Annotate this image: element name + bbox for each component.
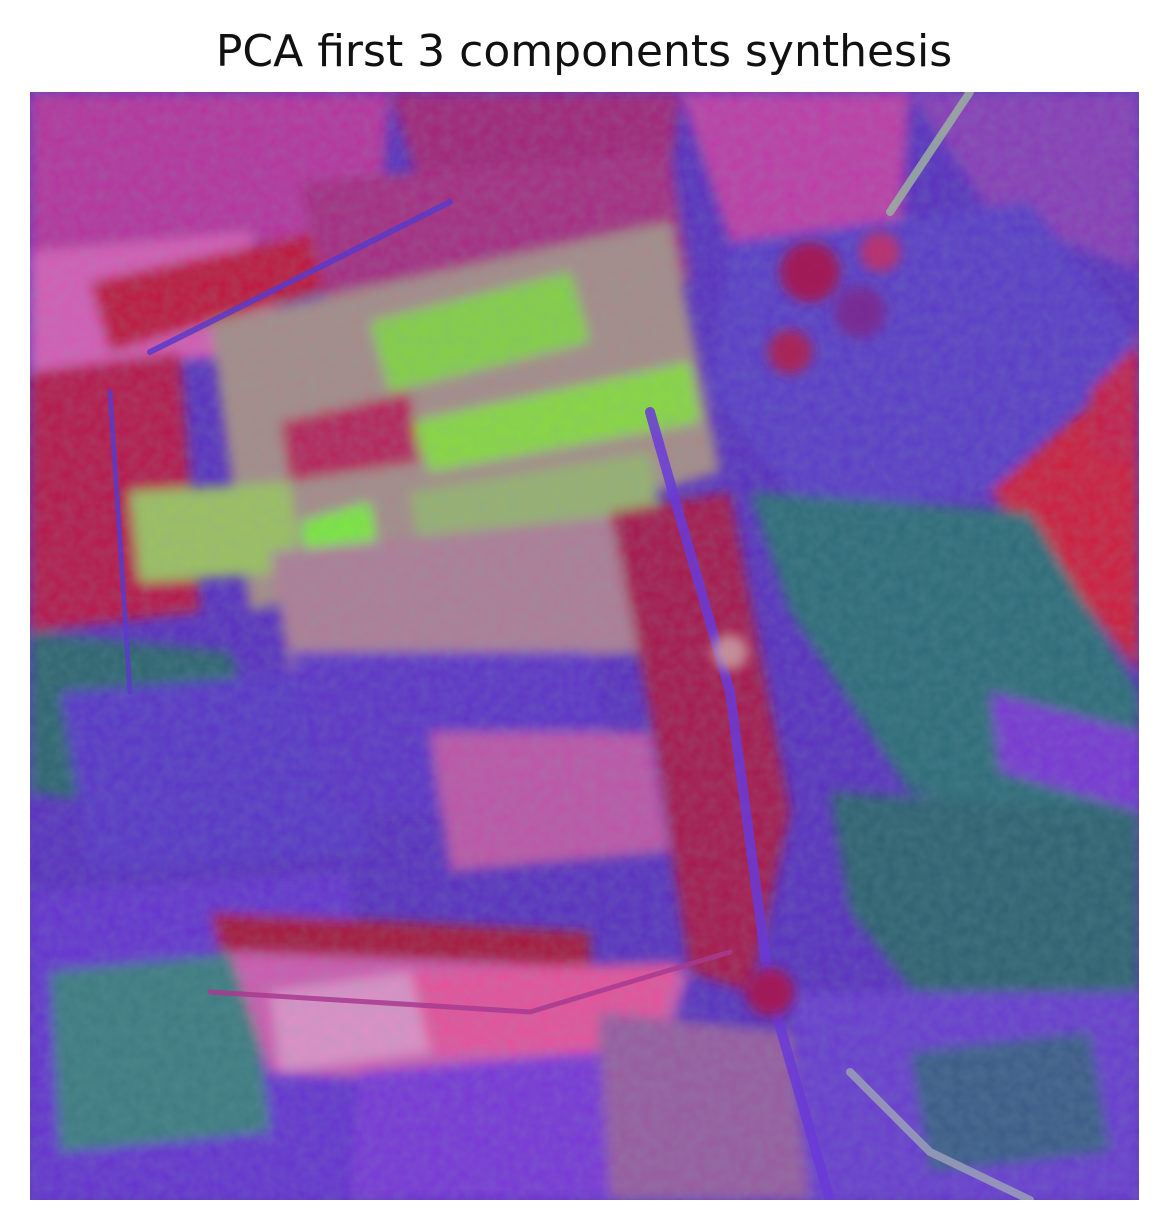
road-diagonal-1 (645, 407, 835, 1200)
road-diagonal-2 (846, 1068, 1034, 1200)
road-left-vertical (107, 389, 133, 695)
road-right-curve (886, 92, 974, 216)
figure-title: PCA first 3 components synthesis (215, 26, 953, 77)
road-upper (147, 199, 453, 355)
town-speckles (712, 232, 900, 1016)
pca-composite-image (30, 92, 1139, 1200)
road-bottom (207, 949, 733, 1015)
